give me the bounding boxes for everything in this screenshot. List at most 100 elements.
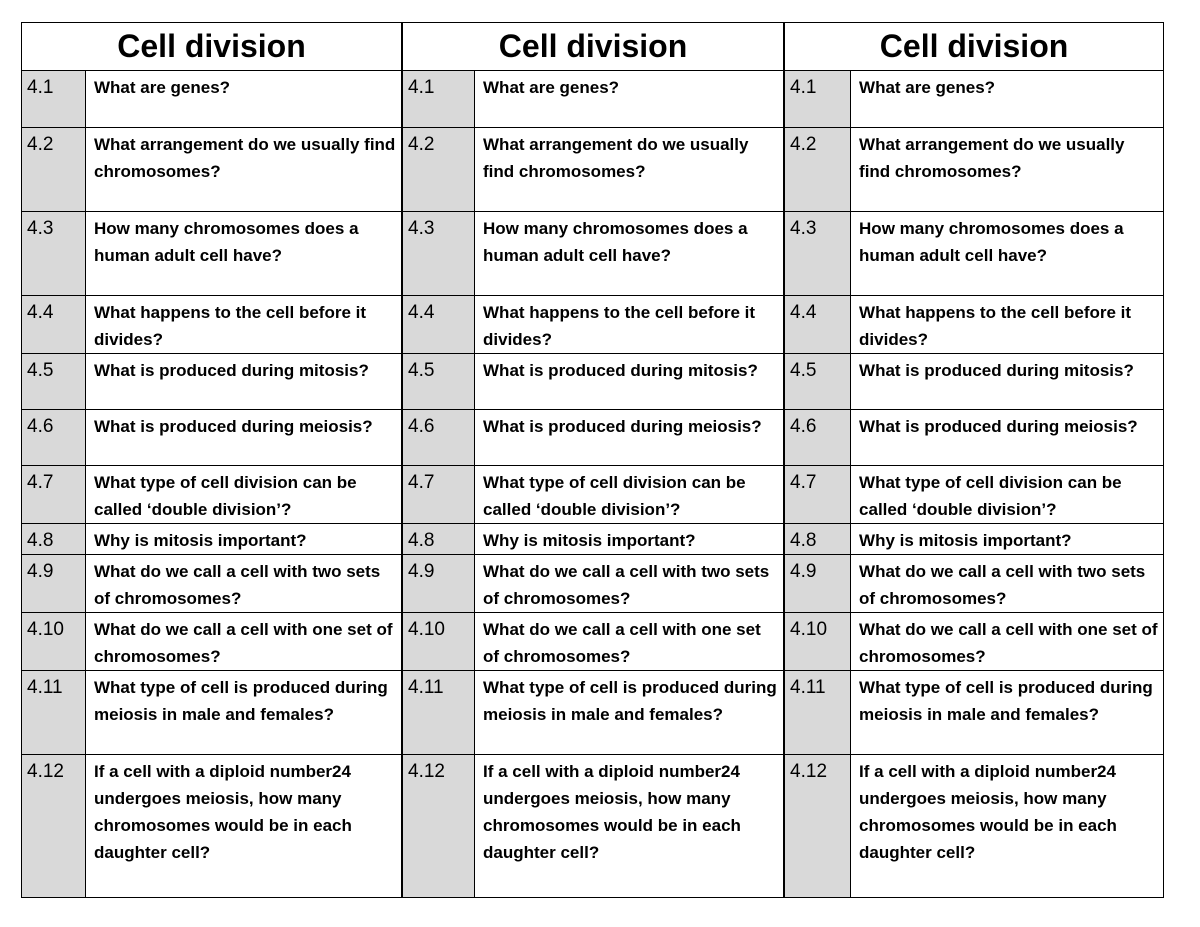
question-text: What type of cell is produced during mei… xyxy=(84,670,403,755)
question-number: 4.2 xyxy=(784,127,852,212)
question-row: 4.1 What are genes? xyxy=(784,70,1165,128)
question-row: 4.6 What is produced during meiosis? xyxy=(784,409,1165,466)
question-table: Cell division 4.1 What are genes? 4.2 What a… xyxy=(402,22,785,898)
question-text: What is produced during mitosis? xyxy=(474,353,785,410)
question-number: 4.3 xyxy=(21,211,86,296)
question-number: 4.12 xyxy=(784,754,852,898)
question-row: 4.11 What type of cell is produced during… xyxy=(402,670,785,755)
question-row: 4.9 What do we call a cell with two sets … xyxy=(402,554,785,613)
question-text: What type of cell division can be called… xyxy=(474,465,785,524)
question-text: What happens to the cell before it divid… xyxy=(474,295,785,354)
question-number: 4.4 xyxy=(21,295,86,354)
question-number: 4.8 xyxy=(21,523,86,555)
question-text: What is produced during mitosis? xyxy=(84,353,403,410)
question-text: Why is mitosis important? xyxy=(850,523,1165,555)
question-text: What arrangement do we usually find chro… xyxy=(84,127,403,212)
question-number: 4.8 xyxy=(402,523,476,555)
question-text: How many chromosomes does a human adult … xyxy=(850,211,1165,296)
question-row: 4.8 Why is mitosis important? xyxy=(784,523,1165,555)
question-text: If a cell with a diploid number24 underg… xyxy=(850,754,1165,898)
question-text: What type of cell is produced during mei… xyxy=(474,670,785,755)
question-text: If a cell with a diploid number24 underg… xyxy=(84,754,403,898)
question-row: 4.8 Why is mitosis important? xyxy=(21,523,403,555)
question-text: How many chromosomes does a human adult … xyxy=(84,211,403,296)
question-number: 4.3 xyxy=(402,211,476,296)
question-table: Cell division 4.1 What are genes? 4.2 What a… xyxy=(784,22,1165,898)
question-row: 4.7 What type of cell division can be cal… xyxy=(21,465,403,524)
question-text: What are genes? xyxy=(84,70,403,128)
question-row: 4.3 How many chromosomes does a human adu… xyxy=(21,211,403,296)
question-number: 4.3 xyxy=(784,211,852,296)
question-text: What do we call a cell with two sets of … xyxy=(850,554,1165,613)
question-number: 4.7 xyxy=(402,465,476,524)
question-number: 4.9 xyxy=(402,554,476,613)
question-text: If a cell with a diploid number24 underg… xyxy=(474,754,785,898)
question-number: 4.5 xyxy=(784,353,852,410)
question-row: 4.1 What are genes? xyxy=(402,70,785,128)
question-text: What is produced during meiosis? xyxy=(850,409,1165,466)
question-text: How many chromosomes does a human adult … xyxy=(474,211,785,296)
question-row: 4.4 What happens to the cell before it di… xyxy=(402,295,785,354)
question-row: 4.6 What is produced during meiosis? xyxy=(402,409,785,466)
question-number: 4.11 xyxy=(402,670,476,755)
question-row: 4.9 What do we call a cell with two sets … xyxy=(21,554,403,613)
question-number: 4.6 xyxy=(402,409,476,466)
question-row: 4.4 What happens to the cell before it di… xyxy=(21,295,403,354)
question-number: 4.4 xyxy=(784,295,852,354)
question-number: 4.10 xyxy=(784,612,852,671)
table-title: Cell division xyxy=(402,22,785,71)
question-text: What happens to the cell before it divid… xyxy=(850,295,1165,354)
question-text: Why is mitosis important? xyxy=(474,523,785,555)
question-number: 4.10 xyxy=(21,612,86,671)
question-row: 4.2 What arrangement do we usually find c… xyxy=(784,127,1165,212)
question-row: 4.5 What is produced during mitosis? xyxy=(402,353,785,410)
question-row: 4.12 If a cell with a diploid number24 un… xyxy=(784,754,1165,898)
question-text: What arrangement do we usually find chro… xyxy=(850,127,1165,212)
question-text: What do we call a cell with two sets of … xyxy=(84,554,403,613)
question-number: 4.2 xyxy=(21,127,86,212)
question-text: Why is mitosis important? xyxy=(84,523,403,555)
question-row: 4.3 How many chromosomes does a human adu… xyxy=(784,211,1165,296)
question-text: What do we call a cell with two sets of … xyxy=(474,554,785,613)
question-number: 4.5 xyxy=(21,353,86,410)
question-text: What is produced during meiosis? xyxy=(84,409,403,466)
question-row: 4.5 What is produced during mitosis? xyxy=(21,353,403,410)
question-row: 4.7 What type of cell division can be cal… xyxy=(784,465,1165,524)
question-row: 4.6 What is produced during meiosis? xyxy=(21,409,403,466)
question-number: 4.7 xyxy=(784,465,852,524)
question-number: 4.9 xyxy=(21,554,86,613)
question-number: 4.6 xyxy=(21,409,86,466)
table-title: Cell division xyxy=(784,22,1165,71)
question-text: What do we call a cell with one set of c… xyxy=(850,612,1165,671)
question-row: 4.2 What arrangement do we usually find c… xyxy=(21,127,403,212)
question-text: What is produced during mitosis? xyxy=(850,353,1165,410)
question-number: 4.11 xyxy=(21,670,86,755)
question-text: What type of cell division can be called… xyxy=(850,465,1165,524)
question-row: 4.8 Why is mitosis important? xyxy=(402,523,785,555)
question-row: 4.10 What do we call a cell with one set … xyxy=(21,612,403,671)
question-number: 4.4 xyxy=(402,295,476,354)
question-row: 4.2 What arrangement do we usually find c… xyxy=(402,127,785,212)
question-text: What do we call a cell with one set of c… xyxy=(84,612,403,671)
question-row: 4.11 What type of cell is produced during… xyxy=(21,670,403,755)
worksheet: Cell division 4.1 What are genes? 4.2 What a… xyxy=(20,22,1165,898)
question-row: 4.11 What type of cell is produced during… xyxy=(784,670,1165,755)
question-number: 4.12 xyxy=(21,754,86,898)
question-text: What are genes? xyxy=(474,70,785,128)
question-number: 4.12 xyxy=(402,754,476,898)
question-row: 4.12 If a cell with a diploid number24 un… xyxy=(402,754,785,898)
header-row: Cell division xyxy=(402,22,785,71)
header-row: Cell division xyxy=(20,22,403,71)
question-number: 4.6 xyxy=(784,409,852,466)
question-number: 4.1 xyxy=(402,70,476,128)
question-row: 4.10 What do we call a cell with one set … xyxy=(784,612,1165,671)
question-table: Cell division 4.1 What are genes? 4.2 What a… xyxy=(20,22,403,898)
question-number: 4.8 xyxy=(784,523,852,555)
table-title: Cell division xyxy=(20,22,403,71)
question-row: 4.4 What happens to the cell before it di… xyxy=(784,295,1165,354)
question-row: 4.7 What type of cell division can be cal… xyxy=(402,465,785,524)
question-number: 4.5 xyxy=(402,353,476,410)
question-row: 4.10 What do we call a cell with one set … xyxy=(402,612,785,671)
question-number: 4.11 xyxy=(784,670,852,755)
question-row: 4.1 What are genes? xyxy=(21,70,403,128)
